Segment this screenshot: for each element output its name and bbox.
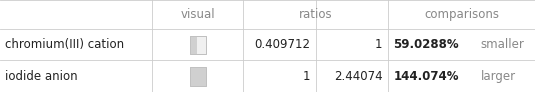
Text: 144.074%: 144.074% xyxy=(393,70,458,83)
Bar xyxy=(190,67,206,86)
Text: visual: visual xyxy=(181,8,215,21)
Text: 0.409712: 0.409712 xyxy=(254,38,310,51)
Bar xyxy=(190,67,206,86)
Text: iodide anion: iodide anion xyxy=(5,70,78,83)
Text: chromium(III) cation: chromium(III) cation xyxy=(5,38,125,51)
Text: larger: larger xyxy=(480,70,516,83)
Text: comparisons: comparisons xyxy=(424,8,499,21)
Text: smaller: smaller xyxy=(480,38,524,51)
Text: 1: 1 xyxy=(303,70,310,83)
Bar xyxy=(190,36,206,54)
Bar xyxy=(190,36,196,54)
Text: ratios: ratios xyxy=(299,8,332,21)
Bar xyxy=(190,67,206,86)
Text: 1: 1 xyxy=(375,38,383,51)
Bar xyxy=(190,36,206,54)
Text: 2.44074: 2.44074 xyxy=(334,70,383,83)
Text: 59.0288%: 59.0288% xyxy=(393,38,459,51)
